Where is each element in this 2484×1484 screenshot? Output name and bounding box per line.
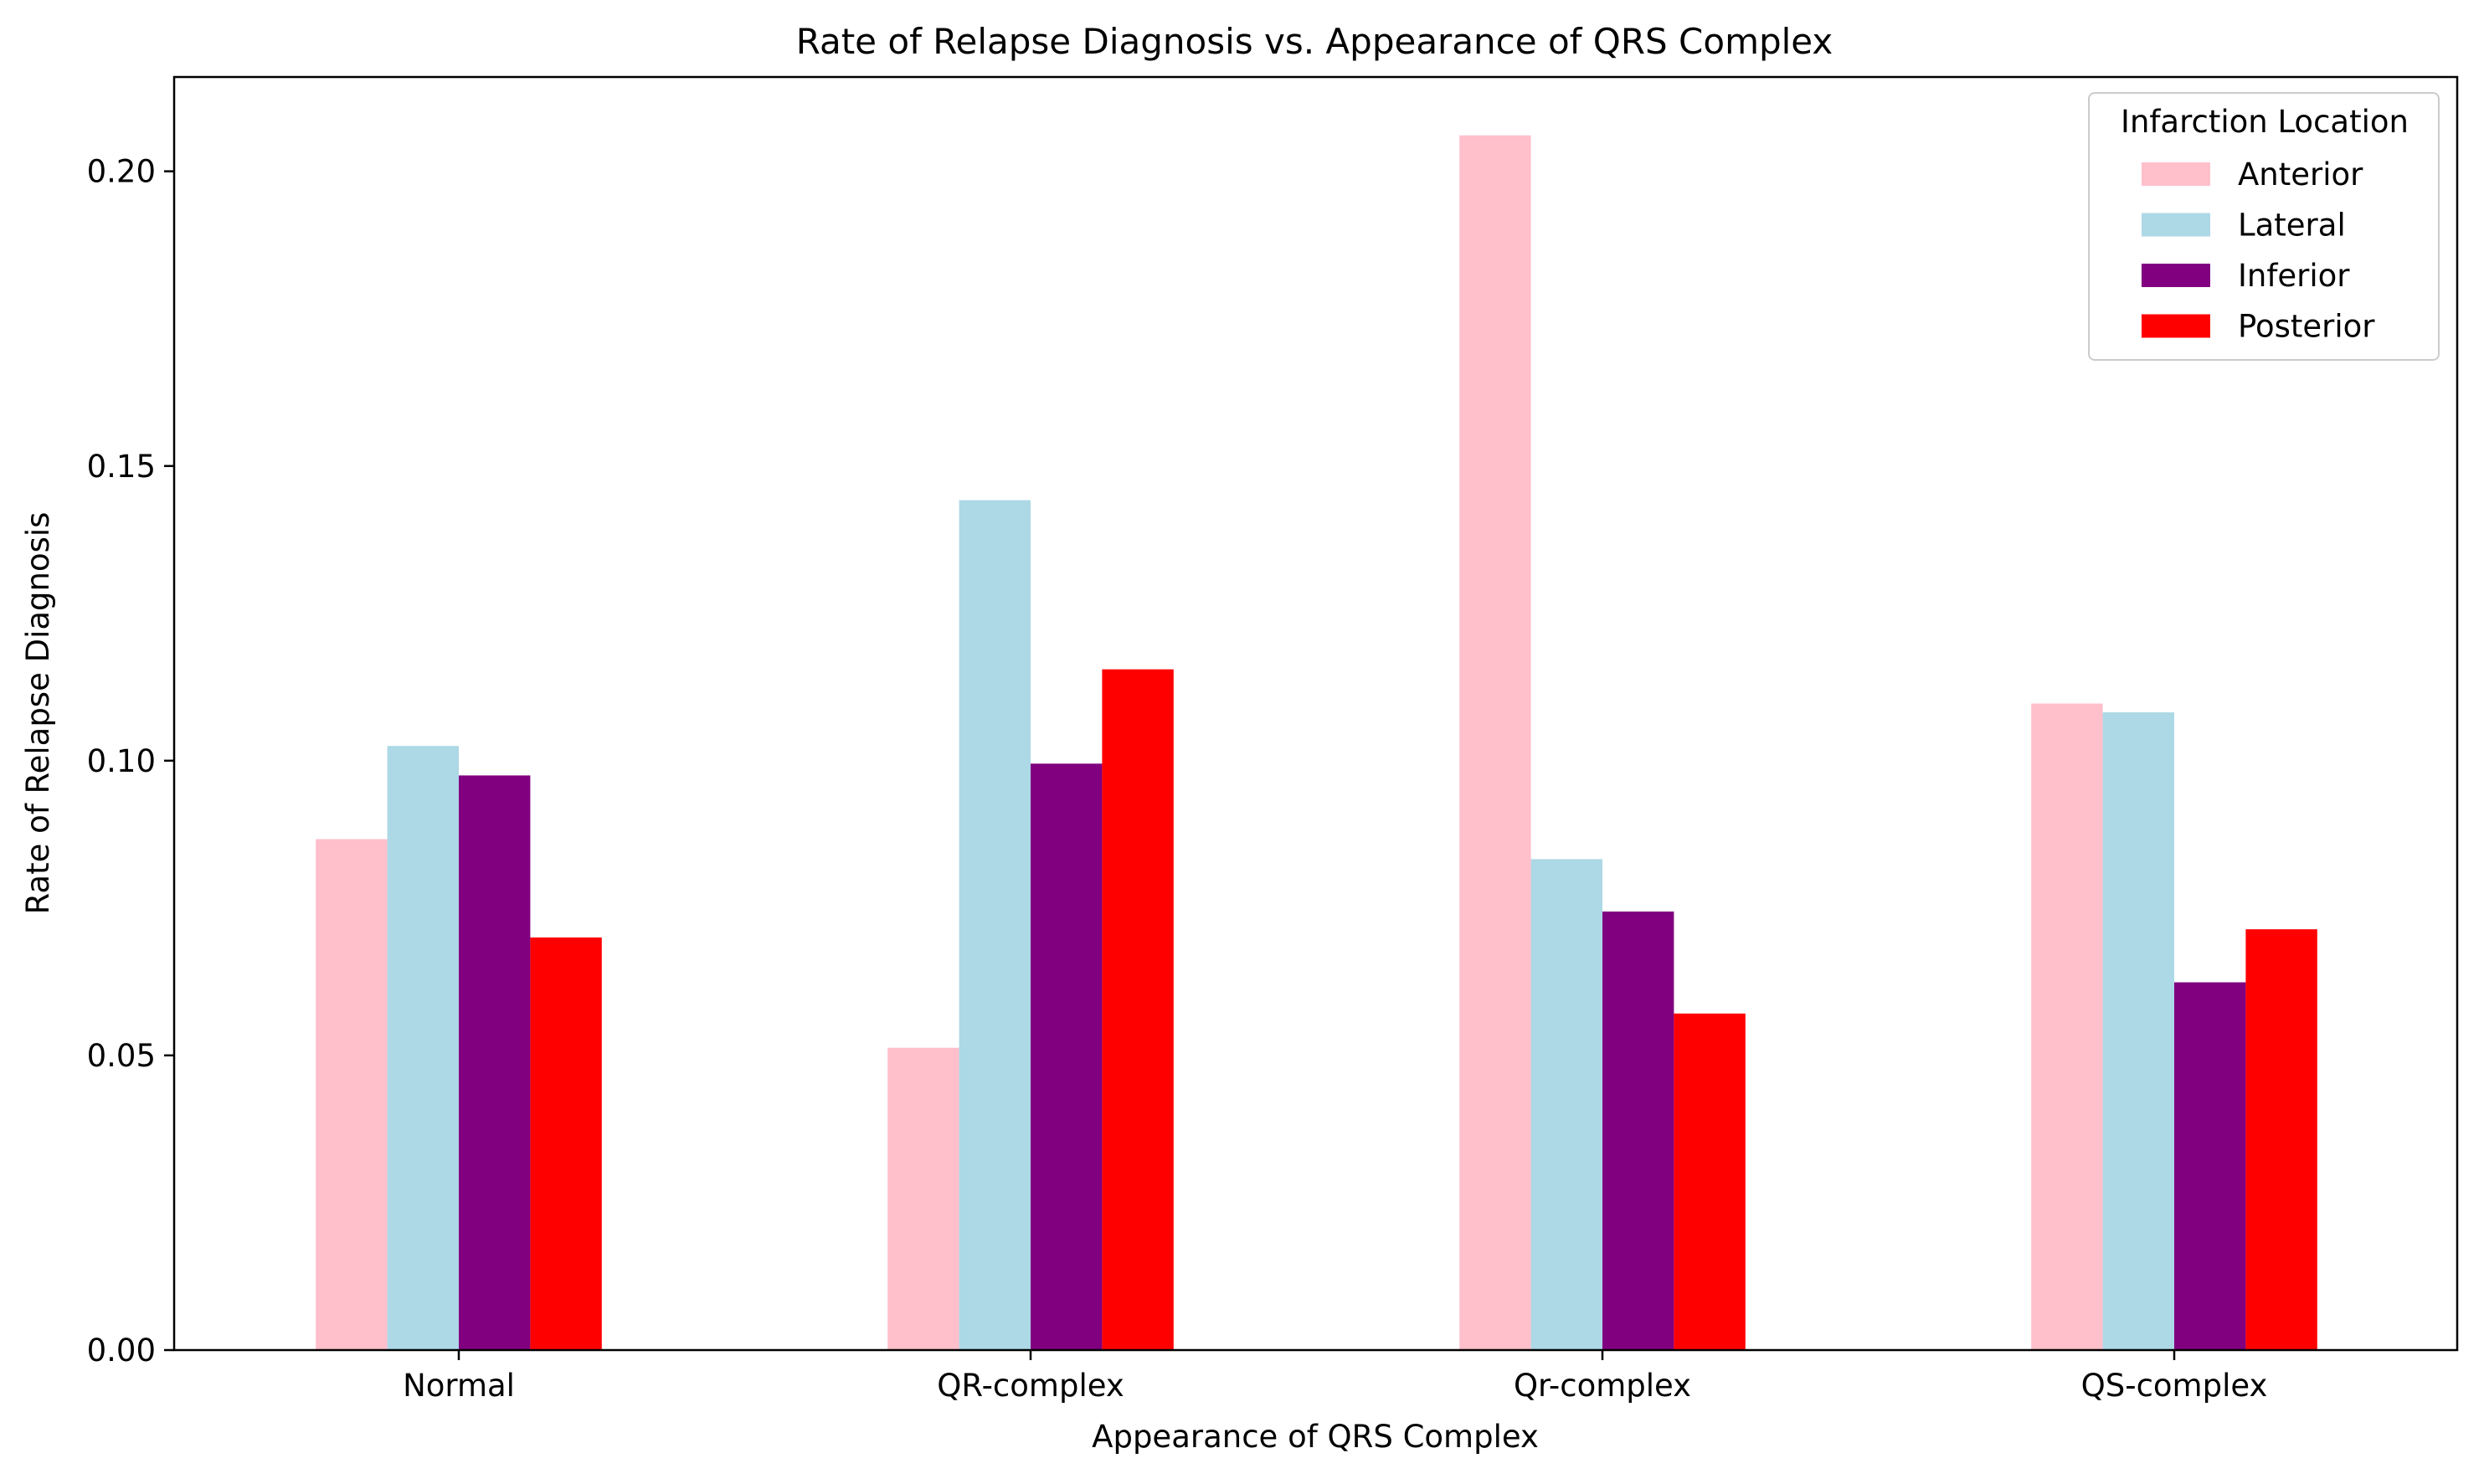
bar-lateral-qr-complex	[959, 500, 1031, 1350]
legend-swatch-inferior	[2142, 264, 2210, 287]
x-tick-label: QR-complex	[937, 1368, 1124, 1404]
bar-anterior-normal	[316, 839, 388, 1350]
bar-inferior-normal	[459, 775, 531, 1350]
bar-inferior-qr-complex	[1031, 763, 1103, 1350]
y-tick-label: 0.10	[87, 743, 156, 779]
legend-swatch-anterior	[2142, 162, 2210, 186]
x-tick-label: Normal	[403, 1368, 515, 1404]
legend-label-lateral: Lateral	[2238, 208, 2346, 244]
legend: Infarction Location Anterior Lateral Infer…	[2088, 92, 2440, 361]
y-axis-label: Rate of Relapse Diagnosis	[20, 512, 56, 915]
y-tick-label: 0.20	[87, 154, 156, 190]
bar-posterior-normal	[530, 937, 602, 1350]
x-tick-label: QS-complex	[2081, 1368, 2268, 1404]
legend-box	[2088, 92, 2440, 361]
legend-label-inferior: Inferior	[2238, 258, 2350, 294]
bar-anterior-qr-complex	[887, 1047, 959, 1350]
y-tick-label: 0.00	[87, 1333, 156, 1368]
bar-anterior-qs-complex	[2031, 703, 2103, 1350]
y-tick-label: 0.15	[87, 449, 156, 485]
x-axis-label: Appearance of QRS Complex	[1092, 1419, 1539, 1455]
bar-lateral-qs-complex	[2102, 712, 2174, 1350]
chart-title: Rate of Relapse Diagnosis vs. Appearance…	[796, 21, 1833, 62]
bar-posterior-qs-complex	[2245, 929, 2317, 1350]
plot-frame	[172, 75, 2459, 1352]
plot-area	[316, 135, 2317, 1351]
bar-inferior-qr-complex	[1602, 911, 1674, 1350]
bar-anterior-qr-complex	[1459, 135, 1531, 1351]
legend-label-posterior: Posterior	[2238, 309, 2375, 345]
x-axis-ticks: Normal QR-complex Qr-complex QS-complex	[403, 1350, 2267, 1404]
legend-swatch-posterior	[2142, 314, 2210, 338]
legend-items: Anterior Lateral Inferior Posterior	[2142, 157, 2375, 345]
y-tick-label: 0.05	[87, 1038, 156, 1074]
bar-lateral-normal	[387, 746, 459, 1350]
y-axis-ticks: 0.00 0.05 0.10 0.15 0.20	[87, 154, 174, 1368]
legend-swatch-lateral	[2142, 213, 2210, 237]
bar-posterior-qr-complex	[1102, 669, 1174, 1350]
bar-inferior-qs-complex	[2174, 982, 2246, 1350]
legend-label-anterior: Anterior	[2238, 157, 2363, 193]
bar-lateral-qr-complex	[1530, 859, 1602, 1350]
x-tick-label: Qr-complex	[1514, 1368, 1691, 1404]
legend-title: Infarction Location	[2121, 104, 2409, 140]
bar-posterior-qr-complex	[1674, 1013, 1746, 1350]
